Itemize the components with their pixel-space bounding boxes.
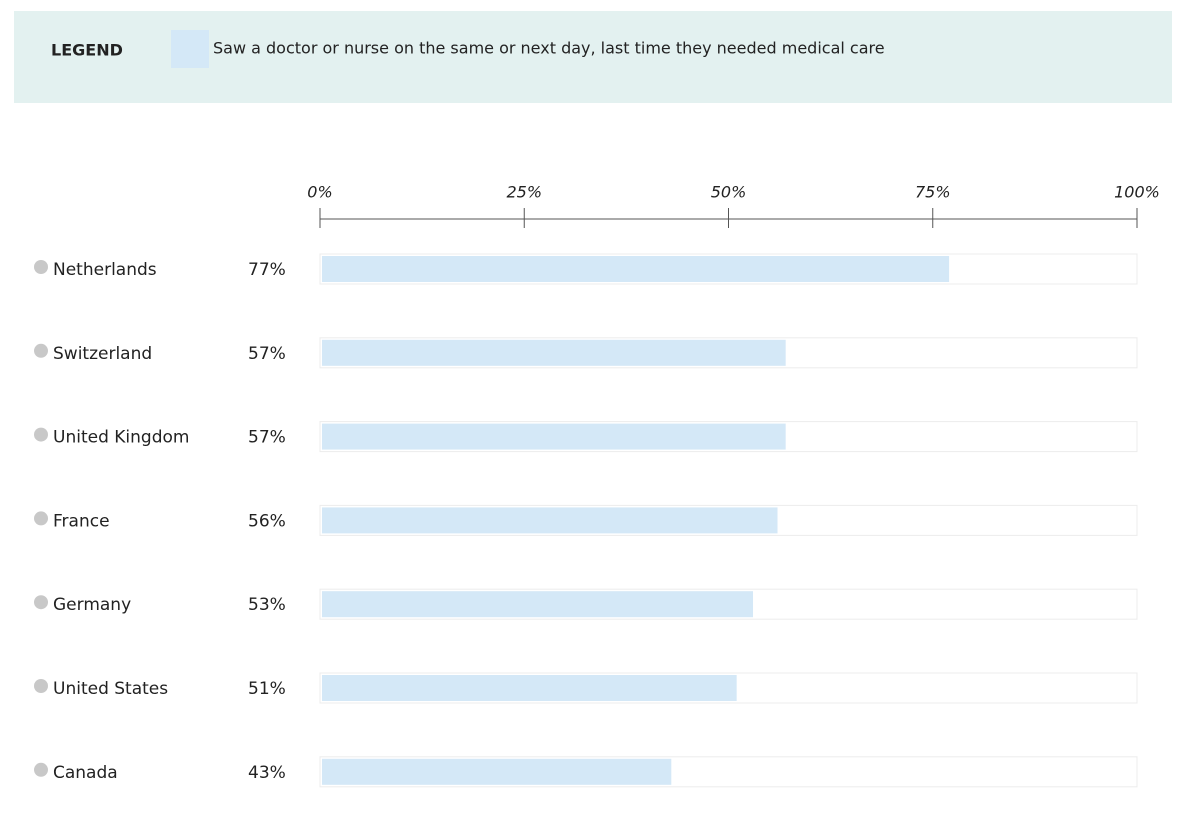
x-tick-label: 25% [506, 183, 542, 202]
remove-icon [34, 511, 48, 526]
bar [322, 339, 786, 366]
legend-swatch [171, 30, 209, 68]
value-label: 53% [248, 595, 286, 615]
bar [322, 256, 950, 282]
legend-label: Saw a doctor or nurse on the same or nex… [213, 39, 885, 58]
category-label: Canada [53, 763, 118, 783]
bar [322, 507, 778, 534]
x-tick-label: 100% [1114, 183, 1160, 202]
value-label: 77% [248, 260, 286, 280]
category-label: United Kingdom [53, 428, 189, 448]
category-label: Switzerland [53, 344, 152, 364]
legend-title: LEGEND [51, 41, 123, 60]
value-label: 43% [248, 763, 286, 783]
category-label: United States [53, 679, 168, 699]
remove-icon [34, 595, 48, 610]
bar [322, 675, 737, 701]
remove-icon [34, 679, 48, 693]
value-label: 57% [248, 428, 286, 448]
x-tick-label: 50% [711, 183, 747, 202]
bar [322, 423, 786, 450]
remove-icon [34, 762, 48, 777]
value-label: 51% [248, 679, 286, 699]
category-label: France [53, 511, 110, 531]
x-tick-label: 0% [307, 183, 332, 202]
category-label: Germany [53, 595, 131, 615]
bar [322, 591, 754, 618]
value-label: 57% [248, 344, 286, 364]
value-label: 56% [248, 511, 286, 531]
remove-icon [34, 427, 48, 442]
category-label: Netherlands [53, 260, 157, 280]
x-tick-label: 75% [915, 183, 951, 202]
remove-icon [34, 260, 48, 274]
remove-icon [34, 343, 48, 358]
bar [322, 758, 672, 785]
